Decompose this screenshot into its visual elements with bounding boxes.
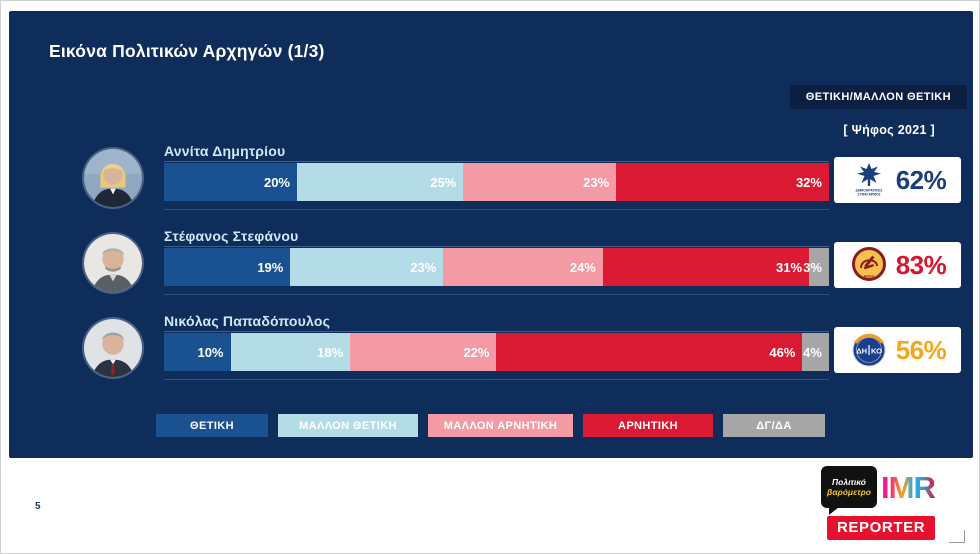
legend-item: ΔΓ/ΔΑ [723,414,825,437]
bar-segment: 46% [496,333,803,371]
imr-letter-i: I [881,470,890,505]
vote-2021-box: ΔΗ ΚΟ 56% [834,327,961,373]
svg-text:ΑΚΕΛ: ΑΚΕΛ [863,274,874,279]
bar-segment: 4% [802,333,829,371]
legend-item: ΜΑΛΛΟΝ ΑΡΝΗΤΙΚΗ [428,414,573,437]
leader-row: Στέφανος Στεφάνου 19% 23% 24% 31% 3% ΑΚΕΛ 83… [76,218,963,303]
leader-name-row: Αννίτα Δημητρίου [164,141,829,162]
page-title: Εικόνα Πολιτικών Αρχηγών (1/3) [49,41,325,61]
bar-segment-value: 46% [769,344,796,360]
bar-segment: 32% [616,163,829,201]
vote-2021-box: ΑΚΕΛ 83% [834,242,961,288]
bar-segment: 19% [164,248,291,286]
bar-segment: 24% [443,248,603,286]
imr-logo: IMR [881,470,936,505]
vote-2021-value: 56% [895,334,947,365]
row-divider [164,379,829,380]
party-logo: ΔΗ ΚΟ [849,330,889,370]
leader-name: Αννίτα Δημητρίου [164,143,286,159]
party-logo: ΔΗΜΟΚΡΑΤΙΚΟΣ ΣΥΝΑΓΕΡΜΟΣ [849,160,889,200]
bar-segment: 22% [350,333,497,371]
bar-segment: 10% [164,333,231,371]
stacked-bar: 10% 18% 22% 46% 4% [164,333,829,371]
bar-segment-value: 10% [197,344,224,360]
bar-segment-value: 25% [430,174,457,190]
footer-logos: Πολιτικό βαρόμετρο IMR REPORTER [815,464,965,548]
leader-name: Νικόλας Παπαδόπουλος [164,313,331,329]
stacked-bar: 20% 25% 23% 32% [164,163,829,201]
vote-2021-value: 83% [895,249,947,280]
row-divider [164,294,829,295]
leader-name: Στέφανος Στεφάνου [164,228,299,244]
bar-segment-value: 23% [583,174,610,190]
bar-segment-value: 23% [410,259,437,275]
leader-rows: Αννίτα Δημητρίου 20% 25% 23% 32% ΔΗΜΟΚΡΑΤΙΚ… [76,133,963,388]
bar-segment-value: 22% [463,344,490,360]
legend-item: ΑΡΝΗΤΙΚΗ [583,414,713,437]
imr-letter-r: R [913,470,935,505]
bar-segment-value: 18% [317,344,344,360]
corner-crop-mark [949,530,965,543]
leader-name-row: Στέφανος Στεφάνου [164,226,829,247]
chart-legend: ΘΕΤΙΚΗ ΜΑΛΛΟΝ ΘΕΤΙΚΗ ΜΑΛΛΟΝ ΑΡΝΗΤΙΚΗ ΑΡΝΗΤΙ… [156,414,825,437]
row-divider [164,209,829,210]
bar-segment-value: 31% [775,259,803,275]
bar-segment-value: 3% [803,259,822,275]
bar-segment-value: 19% [257,259,284,275]
legend-item: ΘΕΤΙΚΗ [156,414,268,437]
stacked-bar: 19% 23% 24% 31% 3% [164,248,829,286]
bar-segment: 3% [803,248,829,286]
bar-segment: 25% [297,163,464,201]
leader-row: Αννίτα Δημητρίου 20% 25% 23% 32% ΔΗΜΟΚΡΑΤΙΚ… [76,133,963,218]
bar-segment-value: 4% [803,344,822,360]
vote-2021-box: ΔΗΜΟΚΡΑΤΙΚΟΣ ΣΥΝΑΓΕΡΜΟΣ 62% [834,157,961,203]
bar-segment: 20% [164,163,297,201]
leader-row: Νικόλας Παπαδόπουλος 10% 18% 22% 46% 4% ΔΗ ΚΟ… [76,303,963,388]
svg-text:ΔΗ: ΔΗ [856,347,867,356]
leader-avatar [84,234,142,292]
page-number: 5 [35,501,41,512]
leader-name-row: Νικόλας Παπαδόπουλος [164,311,829,332]
imr-letter-m: M [888,470,915,505]
bar-segment: 31% [602,248,810,286]
bubble-logo-line2: βαρόμετρο [827,487,871,497]
reporter-logo: REPORTER [827,516,936,540]
svg-text:ΔΗΜΟΚΡΑΤΙΚΟΣ: ΔΗΜΟΚΡΑΤΙΚΟΣ [855,189,882,193]
legend-item: ΜΑΛΛΟΝ ΘΕΤΙΚΗ [278,414,418,437]
chart-card: Εικόνα Πολιτικών Αρχηγών (1/3) ΘΕΤΙΚΗ/ΜΑ… [9,11,973,458]
bubble-logo-line1: Πολιτικό [832,477,866,487]
bar-segment: 23% [290,248,444,286]
political-barometer-logo: Πολιτικό βαρόμετρο [821,466,877,515]
bar-segment: 18% [230,333,351,371]
bar-segment: 23% [463,163,617,201]
bar-segment-value: 32% [795,174,822,190]
metric-badge: ΘΕΤΙΚΗ/ΜΑΛΛΟΝ ΘΕΤΙΚΗ [789,85,967,109]
vote-2021-value: 62% [895,164,947,195]
svg-text:ΣΥΝΑΓΕΡΜΟΣ: ΣΥΝΑΓΕΡΜΟΣ [857,193,880,197]
vote-2021-label: [ Ψήφος 2021 ] [843,123,935,137]
leader-avatar [84,319,142,377]
bar-segment-value: 24% [569,259,596,275]
party-logo: ΑΚΕΛ [849,245,889,285]
bar-segment-value: 20% [263,174,290,190]
leader-avatar [84,149,142,207]
svg-text:ΚΟ: ΚΟ [871,347,882,356]
